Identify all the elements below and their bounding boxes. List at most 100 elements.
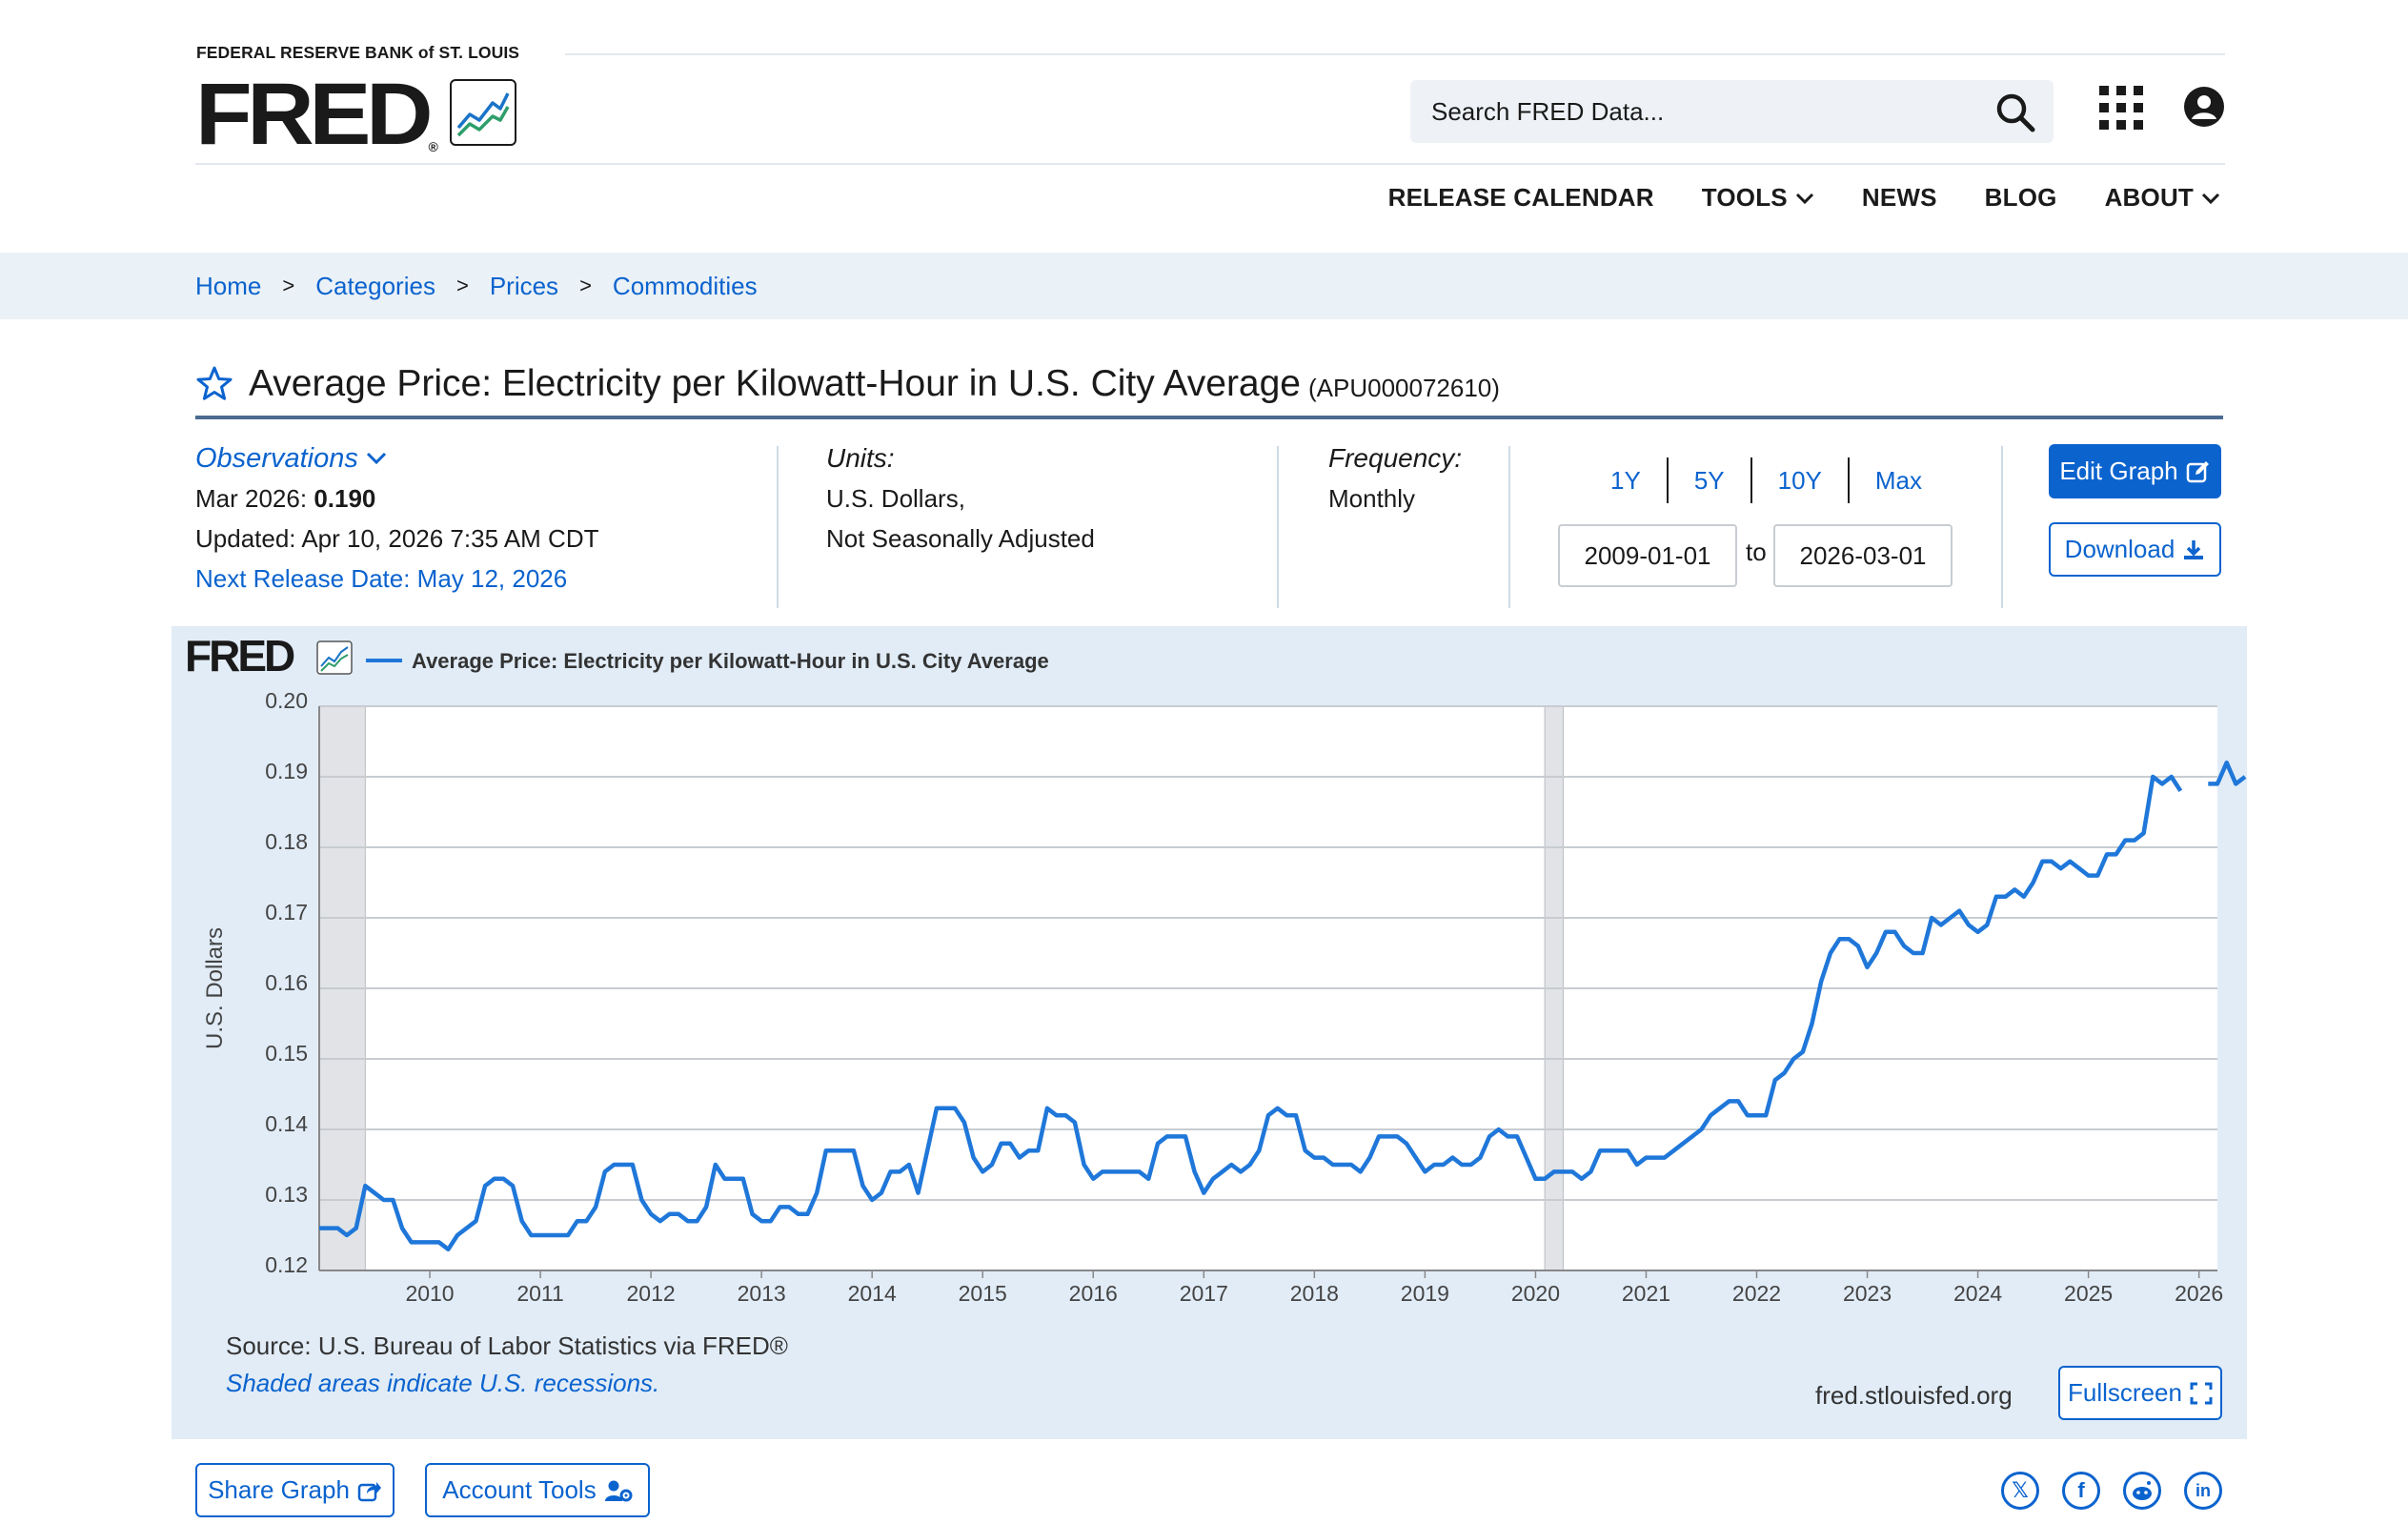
breadcrumb-commodities[interactable]: Commodities — [612, 271, 758, 300]
fullscreen-label: Fullscreen — [2068, 1378, 2182, 1407]
user-account-icon[interactable] — [2183, 86, 2225, 128]
graph-panel: FRED Average Price: Electricity per Kilo… — [172, 626, 2247, 1439]
meta-divider — [777, 446, 779, 608]
share-icon — [357, 1481, 381, 1501]
y-tick-label: 0.12 — [265, 1252, 308, 1277]
logo-registered-mark: ® — [428, 139, 438, 154]
x-twitter-icon[interactable]: 𝕏 — [2001, 1472, 2039, 1510]
main-nav: RELEASE CALENDAR TOOLS NEWS BLOG ABOUT — [1388, 183, 2220, 213]
x-tick-label: 2010 — [405, 1281, 454, 1306]
nav-tools[interactable]: TOOLS — [1702, 183, 1814, 213]
x-tick-label: 2025 — [2064, 1281, 2113, 1306]
x-tick-label: 2019 — [1401, 1281, 1449, 1306]
units-line1: U.S. Dollars, — [826, 484, 965, 513]
x-tick-label: 2020 — [1511, 1281, 1560, 1306]
fullscreen-button[interactable]: Fullscreen — [2058, 1366, 2222, 1420]
breadcrumb-separator: > — [282, 274, 295, 297]
breadcrumb-separator: > — [455, 274, 469, 297]
frequency-value: Monthly — [1328, 484, 1416, 513]
series-meta: Observations Mar 2026: 0.190 Updated: Ap… — [195, 438, 2225, 610]
reddit-icon[interactable] — [2123, 1472, 2161, 1510]
chevron-down-icon — [366, 452, 386, 465]
series-id: (APU000072610) — [1308, 373, 1500, 402]
org-label: FEDERAL RESERVE BANK of ST. LOUIS — [196, 43, 520, 62]
nav-label: BLOG — [1984, 183, 2057, 212]
recession-note: Shaded areas indicate U.S. recessions. — [226, 1369, 660, 1397]
nav-release-calendar[interactable]: RELEASE CALENDAR — [1388, 183, 1654, 213]
range-1y-button[interactable]: 1Y — [1585, 457, 1669, 503]
download-label: Download — [2064, 535, 2175, 563]
x-tick-label: 2026 — [2175, 1281, 2223, 1306]
end-date-input[interactable]: 2026-03-01 — [1773, 524, 1953, 587]
x-tick-label: 2016 — [1069, 1281, 1118, 1306]
next-release-link[interactable]: Next Release Date: May 12, 2026 — [195, 564, 568, 593]
star-favorite-icon[interactable] — [195, 365, 233, 403]
range-10y-button[interactable]: 10Y — [1752, 457, 1850, 503]
svg-text:FRED: FRED — [185, 631, 294, 681]
y-tick-label: 0.17 — [265, 900, 308, 925]
x-tick-label: 2024 — [1953, 1281, 2002, 1306]
reddit-glyph — [2133, 1481, 2152, 1500]
y-axis-label: U.S. Dollars — [202, 927, 228, 1049]
edit-graph-button[interactable]: Edit Graph — [2049, 444, 2221, 498]
line-chart[interactable]: FRED Average Price: Electricity per Kilo… — [172, 626, 2247, 1331]
chart-logo: FRED — [185, 631, 353, 681]
fred-logo[interactable]: FRED ® — [195, 71, 516, 158]
observations-label: Observations — [195, 443, 358, 474]
nav-label: RELEASE CALENDAR — [1387, 183, 1654, 212]
nav-label: ABOUT — [2104, 183, 2194, 212]
download-icon — [2184, 539, 2204, 559]
search-icon[interactable] — [1994, 91, 2036, 133]
x-tick-label: 2022 — [1732, 1281, 1781, 1306]
chevron-down-icon — [1795, 193, 1813, 204]
x-tick-label: 2021 — [1622, 1281, 1670, 1306]
expand-icon — [2190, 1382, 2213, 1404]
breadcrumb-separator: > — [579, 274, 592, 297]
x-tick-label: 2018 — [1290, 1281, 1339, 1306]
x-tick-label: 2017 — [1180, 1281, 1228, 1306]
frequency-block: Frequency: Monthly — [1328, 438, 1462, 518]
facebook-icon[interactable]: f — [2062, 1472, 2100, 1510]
series-title-row: Average Price: Electricity per Kilowatt-… — [195, 353, 2223, 419]
range-5y-button[interactable]: 5Y — [1669, 457, 1752, 503]
account-tools-button[interactable]: Account Tools — [425, 1463, 650, 1517]
y-tick-label: 0.19 — [265, 759, 308, 783]
frequency-label: Frequency: — [1328, 443, 1463, 473]
x-tick-label: 2013 — [738, 1281, 786, 1306]
plot-area: 0.20 0.19 0.18 0.17 0.16 0.15 0.14 0.13 0.12 2010… — [265, 688, 2247, 1306]
header-rule — [565, 53, 2225, 55]
range-max-button[interactable]: Max — [1874, 466, 1923, 495]
breadcrumb-bar: Home > Categories > Prices > Commodities — [0, 253, 2408, 319]
nav-news[interactable]: NEWS — [1862, 183, 1937, 213]
apps-grid-icon[interactable] — [2099, 86, 2143, 130]
units-line2: Not Seasonally Adjusted — [826, 524, 1095, 553]
nav-about[interactable]: ABOUT — [2105, 183, 2220, 213]
meta-divider — [2001, 446, 2003, 608]
x-tick-label: 2023 — [1843, 1281, 1892, 1306]
trend-chart-icon — [449, 79, 516, 146]
share-graph-button[interactable]: Share Graph — [195, 1463, 395, 1517]
x-tick-label: 2015 — [959, 1281, 1007, 1306]
x-tick-label: 2011 — [516, 1281, 563, 1306]
meta-divider — [1508, 446, 1510, 608]
y-tick-label: 0.20 — [265, 688, 308, 713]
x-tick-label: 2014 — [848, 1281, 897, 1306]
user-gear-icon — [604, 1480, 633, 1501]
x-tick-label: 2012 — [627, 1281, 676, 1306]
meta-divider — [1277, 446, 1279, 608]
linkedin-icon[interactable]: in — [2184, 1472, 2222, 1510]
source-note: Source: U.S. Bureau of Labor Statistics … — [226, 1331, 788, 1360]
nav-label: TOOLS — [1701, 183, 1788, 212]
breadcrumb-prices[interactable]: Prices — [489, 271, 559, 300]
nav-blog[interactable]: BLOG — [1985, 183, 2057, 213]
observations-toggle[interactable]: Observations — [195, 438, 598, 478]
header-separator — [195, 163, 2225, 165]
breadcrumb-categories[interactable]: Categories — [315, 271, 435, 300]
breadcrumb-home[interactable]: Home — [195, 271, 262, 300]
latest-observation: Mar 2026: 0.190 — [195, 478, 598, 518]
search-input[interactable] — [1429, 95, 1963, 128]
download-button[interactable]: Download — [2049, 522, 2221, 577]
breadcrumb: Home > Categories > Prices > Commodities — [195, 253, 758, 319]
search-box — [1410, 80, 2054, 143]
start-date-input[interactable]: 2009-01-01 — [1558, 524, 1737, 587]
